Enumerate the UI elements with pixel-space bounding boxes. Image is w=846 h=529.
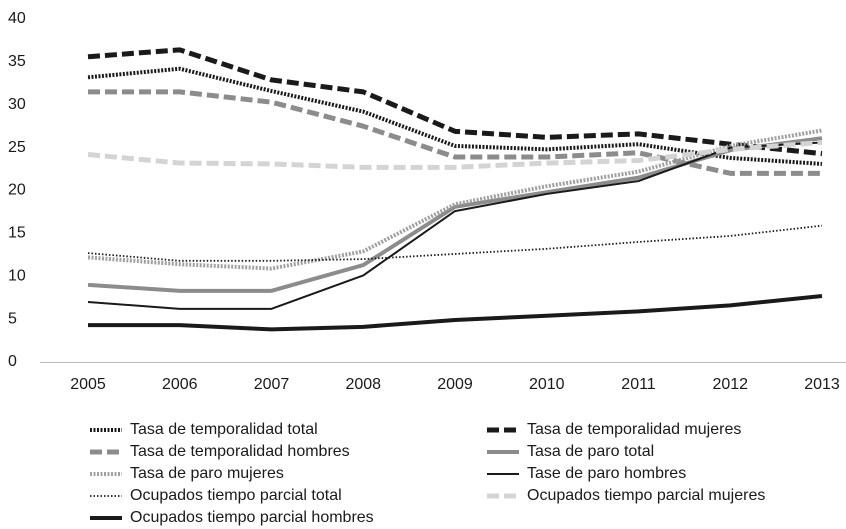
series-line (87, 224, 823, 262)
y-tick-label: 25 (8, 139, 26, 156)
legend-label: Tasa de temporalidad hombres (130, 443, 350, 460)
y-tick-label: 0 (8, 353, 17, 370)
legend-label: Tase de paro hombres (527, 465, 686, 482)
x-tick-label: 2013 (804, 376, 840, 393)
y-tick-label: 40 (8, 10, 26, 27)
series-line (87, 139, 823, 170)
x-tick-label: 2007 (254, 376, 290, 393)
legend-label: Tasa de paro total (527, 443, 654, 460)
x-tick-label: 2009 (437, 376, 473, 393)
x-tick-label: 2010 (529, 376, 565, 393)
series-line (87, 141, 823, 310)
legend-label: Ocupados tiempo parcial hombres (130, 509, 374, 526)
series-line (87, 66, 823, 166)
series-line (88, 293, 823, 332)
legend-label: Tasa de temporalidad total (130, 421, 318, 438)
legend-label: Ocupados tiempo parcial total (130, 487, 342, 504)
y-tick-label: 15 (8, 225, 26, 242)
x-tick-label: 2006 (162, 376, 198, 393)
legend-label: Ocupados tiempo parcial mujeres (527, 487, 765, 504)
series-line (87, 128, 823, 271)
y-tick-label: 35 (8, 53, 26, 70)
y-tick-label: 5 (8, 310, 17, 327)
legend-label: Tasa de temporalidad mujeres (527, 421, 741, 438)
legend-label: Tasa de paro mujeres (130, 465, 284, 482)
series-line (87, 47, 823, 157)
y-tick-label: 20 (8, 182, 26, 199)
y-tick-label: 30 (8, 96, 26, 113)
x-tick-label: 2008 (345, 376, 381, 393)
x-tick-label: 2011 (621, 376, 656, 393)
x-tick-label: 2005 (70, 376, 106, 393)
x-tick-label: 2012 (712, 376, 748, 393)
y-tick-label: 10 (8, 267, 26, 284)
series-line (88, 89, 822, 176)
